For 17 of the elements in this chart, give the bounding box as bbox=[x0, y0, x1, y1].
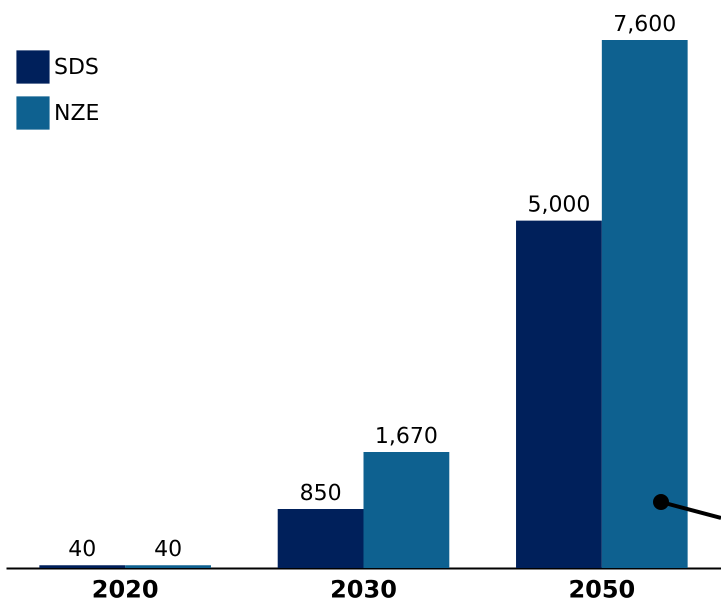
bar bbox=[278, 508, 364, 568]
bar bbox=[39, 565, 126, 568]
legend-label: NZE bbox=[54, 101, 100, 126]
x-tick-label: 2020 bbox=[92, 576, 159, 604]
x-tick-label: 2030 bbox=[330, 576, 397, 604]
data-label: 7,600 bbox=[613, 12, 676, 37]
bar bbox=[602, 40, 688, 568]
data-label: 40 bbox=[154, 537, 182, 562]
legend-label: SDS bbox=[54, 55, 99, 80]
data-label: 850 bbox=[300, 480, 342, 506]
data-label: 5,000 bbox=[527, 192, 590, 218]
data-label: 1,670 bbox=[374, 424, 438, 449]
x-tick-label: 2050 bbox=[568, 576, 636, 604]
bar bbox=[364, 452, 450, 568]
data-label: 40 bbox=[68, 537, 96, 562]
bar bbox=[125, 565, 211, 568]
bar bbox=[516, 220, 602, 568]
